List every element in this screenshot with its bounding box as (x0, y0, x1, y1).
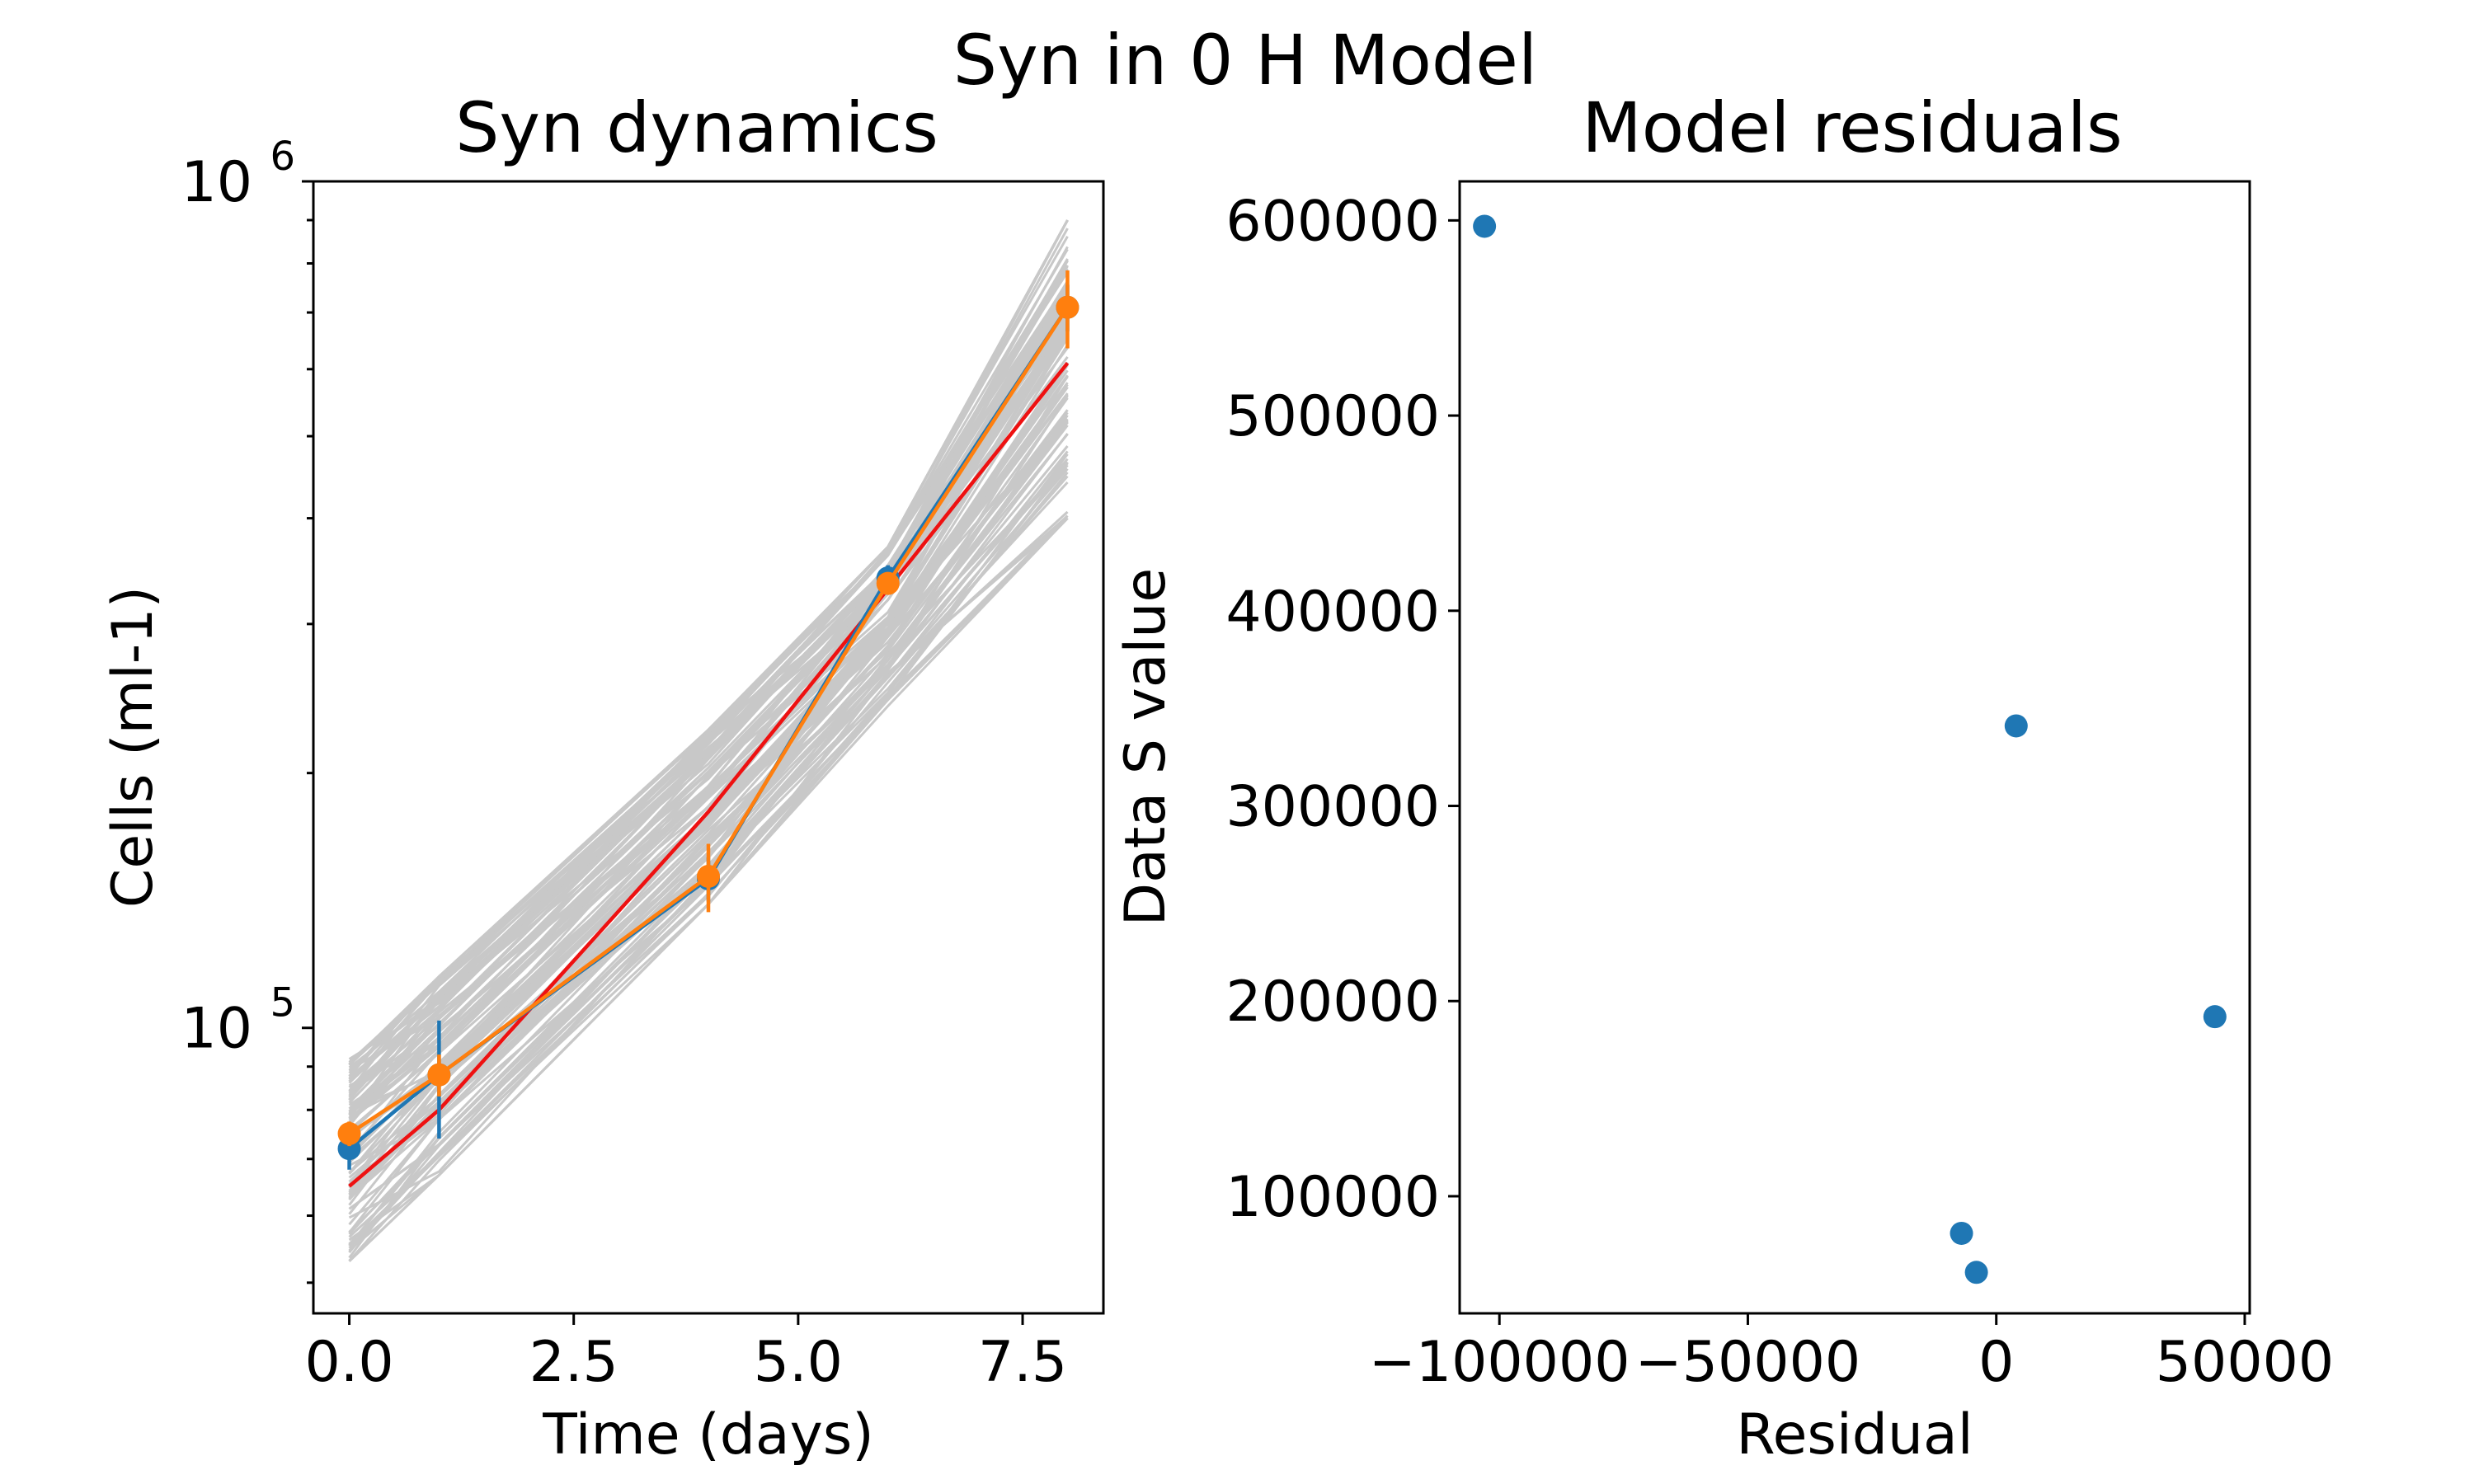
data-series (337, 270, 1079, 1170)
syn-dynamics-title: Syn dynamics (455, 87, 938, 168)
y-tick-label: 600000 (1225, 189, 1440, 254)
y-tick-exponent: 6 (270, 134, 295, 180)
data-point (876, 571, 900, 595)
y-tick-label: 300000 (1225, 775, 1440, 840)
syn-dynamics-plot-frame (312, 180, 1105, 1315)
x-tick-label: 50000 (2156, 1330, 2334, 1395)
model-residuals-xlabel: Residual (1736, 1402, 1973, 1468)
y-tick-label: 200000 (1225, 970, 1440, 1035)
ensemble-line (348, 318, 1069, 1131)
y-tick-label: 10 (181, 997, 252, 1062)
y-axis-ticks: 10 5 10 6 (181, 134, 313, 1284)
model-residuals-plot-frame (1458, 180, 2251, 1315)
figure-suptitle: Syn in 0 H Model (953, 20, 1537, 101)
model-fit-line (348, 362, 1070, 1188)
x-tick-label: −50000 (1635, 1330, 1860, 1395)
y-tick-label: 100000 (1225, 1165, 1440, 1230)
x-tick-label: −100000 (1369, 1330, 1630, 1395)
ensemble-line (348, 219, 1069, 1074)
model-fit-polyline (348, 362, 1070, 1188)
series-1 (337, 270, 1079, 1147)
ensemble-line (348, 290, 1069, 1087)
x-tick-label: 7.5 (978, 1330, 1067, 1395)
model-residuals-panel: Model residuals −100000 −50000 0 50000 1000… (1113, 87, 2334, 1468)
syn-dynamics-ylabel: Cells (ml-1) (101, 586, 166, 908)
x-axis-ticks: −100000 −50000 0 50000 (1369, 1313, 2334, 1395)
y-tick-exponent: 5 (270, 980, 295, 1026)
residual-point (2004, 714, 2028, 738)
data-point (337, 1122, 361, 1146)
x-tick-label: 2.5 (529, 1330, 618, 1395)
ensemble-line (348, 337, 1069, 1164)
y-tick-label: 400000 (1225, 580, 1440, 645)
data-point (697, 864, 720, 888)
ensemble-line (348, 327, 1069, 1095)
syn-dynamics-xlabel: Time (days) (542, 1402, 874, 1468)
y-tick-label: 500000 (1225, 384, 1440, 449)
x-tick-label: 5.0 (754, 1330, 843, 1395)
ensemble-line (348, 228, 1069, 1069)
x-tick-label: 0.0 (304, 1330, 393, 1395)
data-point (1056, 295, 1079, 319)
y-tick-label: 10 (181, 150, 252, 215)
model-residuals-ylabel: Data S value (1113, 568, 1178, 927)
x-axis-ticks: 0.0 2.5 5.0 7.5 (304, 1313, 1067, 1395)
ensemble-line (348, 347, 1069, 1124)
residual-point (1950, 1221, 1973, 1245)
syn-dynamics-panel: Syn dynamics 0.0 2.5 5.0 7.5 10 5 10 6 Time (d… (101, 87, 1105, 1468)
residual-point (1473, 214, 1497, 238)
x-tick-label: 0 (1978, 1330, 2014, 1395)
residual-point (2203, 1005, 2227, 1029)
y-axis-ticks: 100000 200000 300000 400000 500000 600000 (1225, 189, 1460, 1230)
data-point (427, 1063, 451, 1087)
residual-point (1964, 1261, 1988, 1284)
model-residuals-title: Model residuals (1582, 87, 2123, 168)
residual-points (1473, 214, 2227, 1284)
